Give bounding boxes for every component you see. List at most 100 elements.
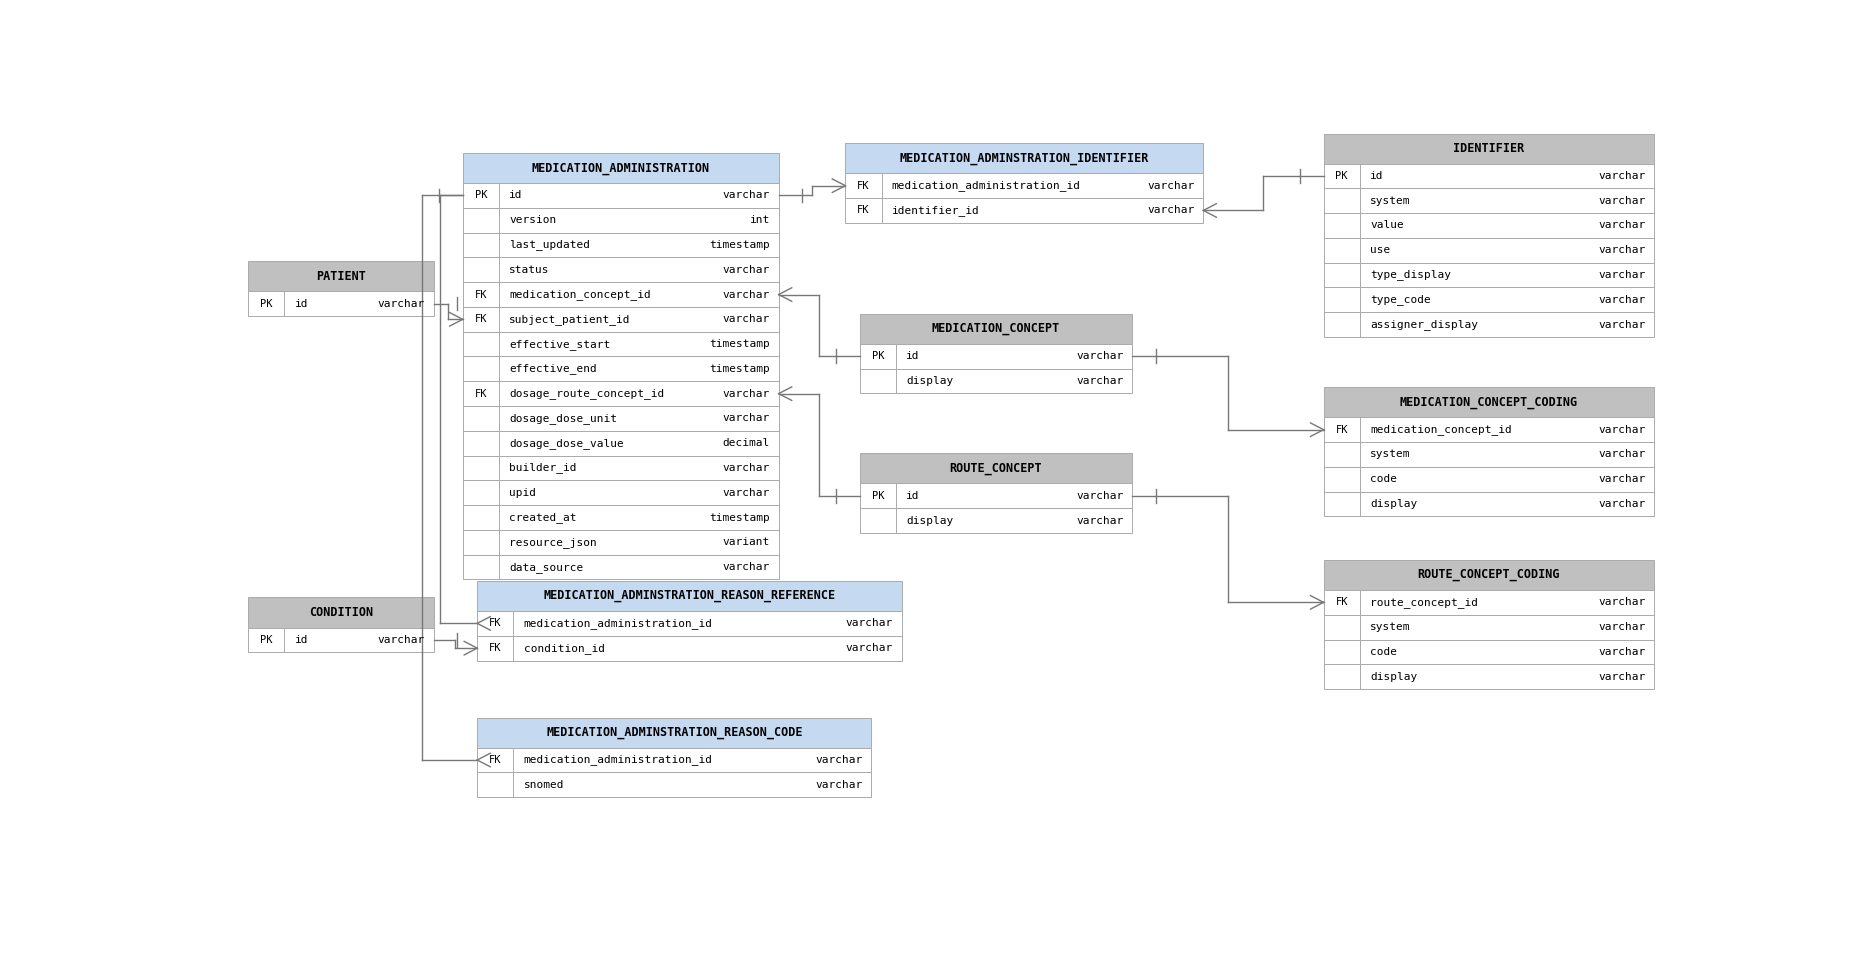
FancyBboxPatch shape xyxy=(1324,387,1653,417)
Text: effective_end: effective_end xyxy=(509,364,597,374)
FancyBboxPatch shape xyxy=(462,406,778,431)
Text: dosage_dose_unit: dosage_dose_unit xyxy=(509,413,617,424)
FancyBboxPatch shape xyxy=(462,530,778,555)
FancyBboxPatch shape xyxy=(1324,417,1653,442)
FancyBboxPatch shape xyxy=(249,292,434,316)
Text: PK: PK xyxy=(871,351,885,361)
Text: PK: PK xyxy=(1335,171,1348,181)
Text: FK: FK xyxy=(490,618,501,628)
Text: FK: FK xyxy=(490,755,501,765)
Text: FK: FK xyxy=(475,314,486,325)
Text: route_concept_id: route_concept_id xyxy=(1371,597,1477,607)
Text: varchar: varchar xyxy=(1148,206,1195,215)
Text: PATIENT: PATIENT xyxy=(316,270,367,283)
Text: PK: PK xyxy=(260,298,273,308)
Text: varchar: varchar xyxy=(1599,425,1646,435)
Text: timestamp: timestamp xyxy=(709,513,770,523)
Text: PK: PK xyxy=(260,635,273,644)
FancyBboxPatch shape xyxy=(462,183,778,208)
Text: medication_concept_id: medication_concept_id xyxy=(1371,424,1511,435)
Text: varchar: varchar xyxy=(722,488,770,498)
FancyBboxPatch shape xyxy=(1324,134,1653,164)
FancyBboxPatch shape xyxy=(1324,467,1653,491)
Text: FK: FK xyxy=(856,180,870,191)
Text: varchar: varchar xyxy=(1599,220,1646,230)
FancyBboxPatch shape xyxy=(477,772,871,798)
FancyBboxPatch shape xyxy=(462,357,778,381)
FancyBboxPatch shape xyxy=(462,307,778,332)
Text: snomed: snomed xyxy=(524,780,565,790)
Text: varchar: varchar xyxy=(1077,351,1124,361)
FancyBboxPatch shape xyxy=(462,431,778,455)
Text: varchar: varchar xyxy=(722,463,770,473)
FancyBboxPatch shape xyxy=(462,555,778,579)
Text: PK: PK xyxy=(475,190,486,201)
Text: varchar: varchar xyxy=(845,644,894,653)
Text: id: id xyxy=(295,635,309,644)
Text: varchar: varchar xyxy=(1599,196,1646,206)
Text: MEDICATION_ADMINSTRATION_IDENTIFIER: MEDICATION_ADMINSTRATION_IDENTIFIER xyxy=(899,152,1148,165)
Text: varchar: varchar xyxy=(722,290,770,299)
Text: id: id xyxy=(509,190,522,201)
FancyBboxPatch shape xyxy=(462,381,778,406)
Text: varchar: varchar xyxy=(1599,499,1646,509)
FancyBboxPatch shape xyxy=(860,344,1131,369)
Text: timestamp: timestamp xyxy=(709,240,770,250)
Text: code: code xyxy=(1371,474,1397,485)
FancyBboxPatch shape xyxy=(1324,442,1653,467)
Text: varchar: varchar xyxy=(1599,474,1646,485)
FancyBboxPatch shape xyxy=(1324,615,1653,640)
FancyBboxPatch shape xyxy=(1324,238,1653,262)
Text: system: system xyxy=(1371,449,1410,459)
FancyBboxPatch shape xyxy=(462,505,778,530)
Text: id: id xyxy=(295,298,309,308)
Text: display: display xyxy=(907,516,954,526)
Text: FK: FK xyxy=(1335,425,1348,435)
FancyBboxPatch shape xyxy=(462,257,778,282)
FancyBboxPatch shape xyxy=(462,282,778,307)
Text: resource_json: resource_json xyxy=(509,537,597,548)
Text: decimal: decimal xyxy=(722,438,770,449)
FancyBboxPatch shape xyxy=(1324,288,1653,312)
Text: last_updated: last_updated xyxy=(509,240,591,251)
FancyBboxPatch shape xyxy=(845,198,1202,223)
Text: system: system xyxy=(1371,196,1410,206)
Text: ROUTE_CONCEPT: ROUTE_CONCEPT xyxy=(950,462,1042,475)
FancyBboxPatch shape xyxy=(249,598,434,628)
Text: varchar: varchar xyxy=(815,780,862,790)
FancyBboxPatch shape xyxy=(462,233,778,257)
Text: medication_administration_id: medication_administration_id xyxy=(524,755,712,765)
FancyBboxPatch shape xyxy=(462,455,778,481)
FancyBboxPatch shape xyxy=(462,153,778,183)
Text: medication_administration_id: medication_administration_id xyxy=(892,180,1081,191)
FancyBboxPatch shape xyxy=(845,174,1202,198)
FancyBboxPatch shape xyxy=(860,369,1131,393)
Text: CONDITION: CONDITION xyxy=(309,606,372,619)
Text: display: display xyxy=(907,376,954,386)
FancyBboxPatch shape xyxy=(1324,262,1653,288)
Text: data_source: data_source xyxy=(509,562,583,572)
FancyBboxPatch shape xyxy=(477,636,901,660)
Text: FK: FK xyxy=(856,206,870,215)
Text: varchar: varchar xyxy=(1148,180,1195,191)
FancyBboxPatch shape xyxy=(1324,640,1653,664)
FancyBboxPatch shape xyxy=(249,261,434,292)
Text: MEDICATION_ADMINSTRATION_REASON_CODE: MEDICATION_ADMINSTRATION_REASON_CODE xyxy=(546,726,802,739)
FancyBboxPatch shape xyxy=(860,453,1131,484)
Text: varchar: varchar xyxy=(1077,376,1124,386)
FancyBboxPatch shape xyxy=(1324,590,1653,615)
Text: varchar: varchar xyxy=(1077,490,1124,501)
Text: system: system xyxy=(1371,622,1410,632)
Text: identifier_id: identifier_id xyxy=(892,205,980,215)
Text: MEDICATION_CONCEPT_CODING: MEDICATION_CONCEPT_CODING xyxy=(1401,396,1578,409)
FancyBboxPatch shape xyxy=(860,484,1131,508)
Text: varchar: varchar xyxy=(1599,171,1646,181)
Text: varchar: varchar xyxy=(1599,246,1646,255)
Text: varchar: varchar xyxy=(1599,598,1646,607)
Text: varchar: varchar xyxy=(722,265,770,275)
Text: varchar: varchar xyxy=(845,618,894,628)
Text: IDENTIFIER: IDENTIFIER xyxy=(1453,142,1524,155)
Text: timestamp: timestamp xyxy=(709,364,770,373)
FancyBboxPatch shape xyxy=(249,628,434,652)
Text: type_display: type_display xyxy=(1371,269,1451,281)
